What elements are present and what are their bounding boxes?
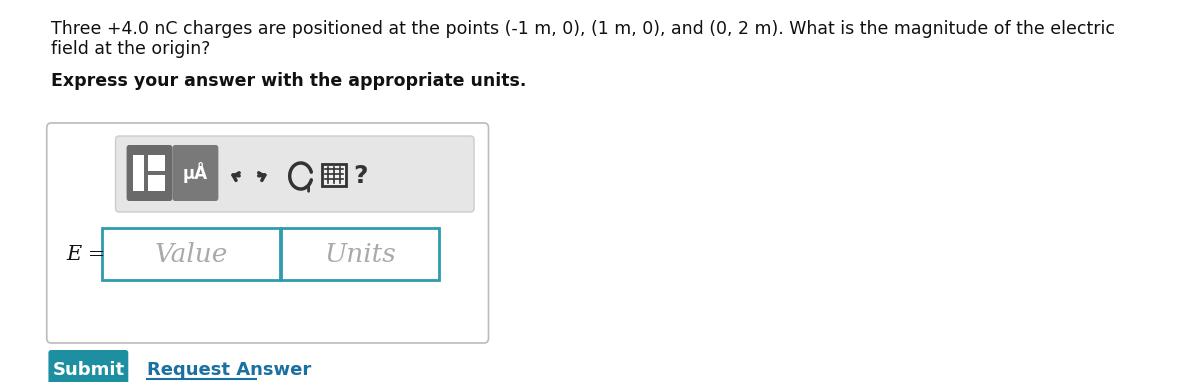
Text: Units: Units <box>324 241 396 267</box>
Text: Submit: Submit <box>53 361 125 379</box>
FancyBboxPatch shape <box>322 164 346 186</box>
Bar <box>148 175 164 191</box>
Bar <box>133 155 144 191</box>
Text: E =: E = <box>66 244 106 264</box>
Text: Request Answer: Request Answer <box>146 361 311 379</box>
FancyBboxPatch shape <box>126 145 173 201</box>
Text: Three +4.0 nC charges are positioned at the points (-1 m, 0), (1 m, 0), and (0, : Three +4.0 nC charges are positioned at … <box>50 20 1115 38</box>
FancyBboxPatch shape <box>48 350 128 382</box>
Text: μÅ: μÅ <box>182 162 208 183</box>
Text: field at the origin?: field at the origin? <box>50 40 210 58</box>
Bar <box>281 228 439 280</box>
Text: ?: ? <box>353 164 367 188</box>
Text: Value: Value <box>155 241 228 267</box>
Text: Express your answer with the appropriate units.: Express your answer with the appropriate… <box>50 72 527 90</box>
FancyBboxPatch shape <box>115 136 474 212</box>
FancyBboxPatch shape <box>173 145 218 201</box>
Bar <box>102 228 281 280</box>
FancyBboxPatch shape <box>47 123 488 343</box>
Bar <box>148 155 164 171</box>
